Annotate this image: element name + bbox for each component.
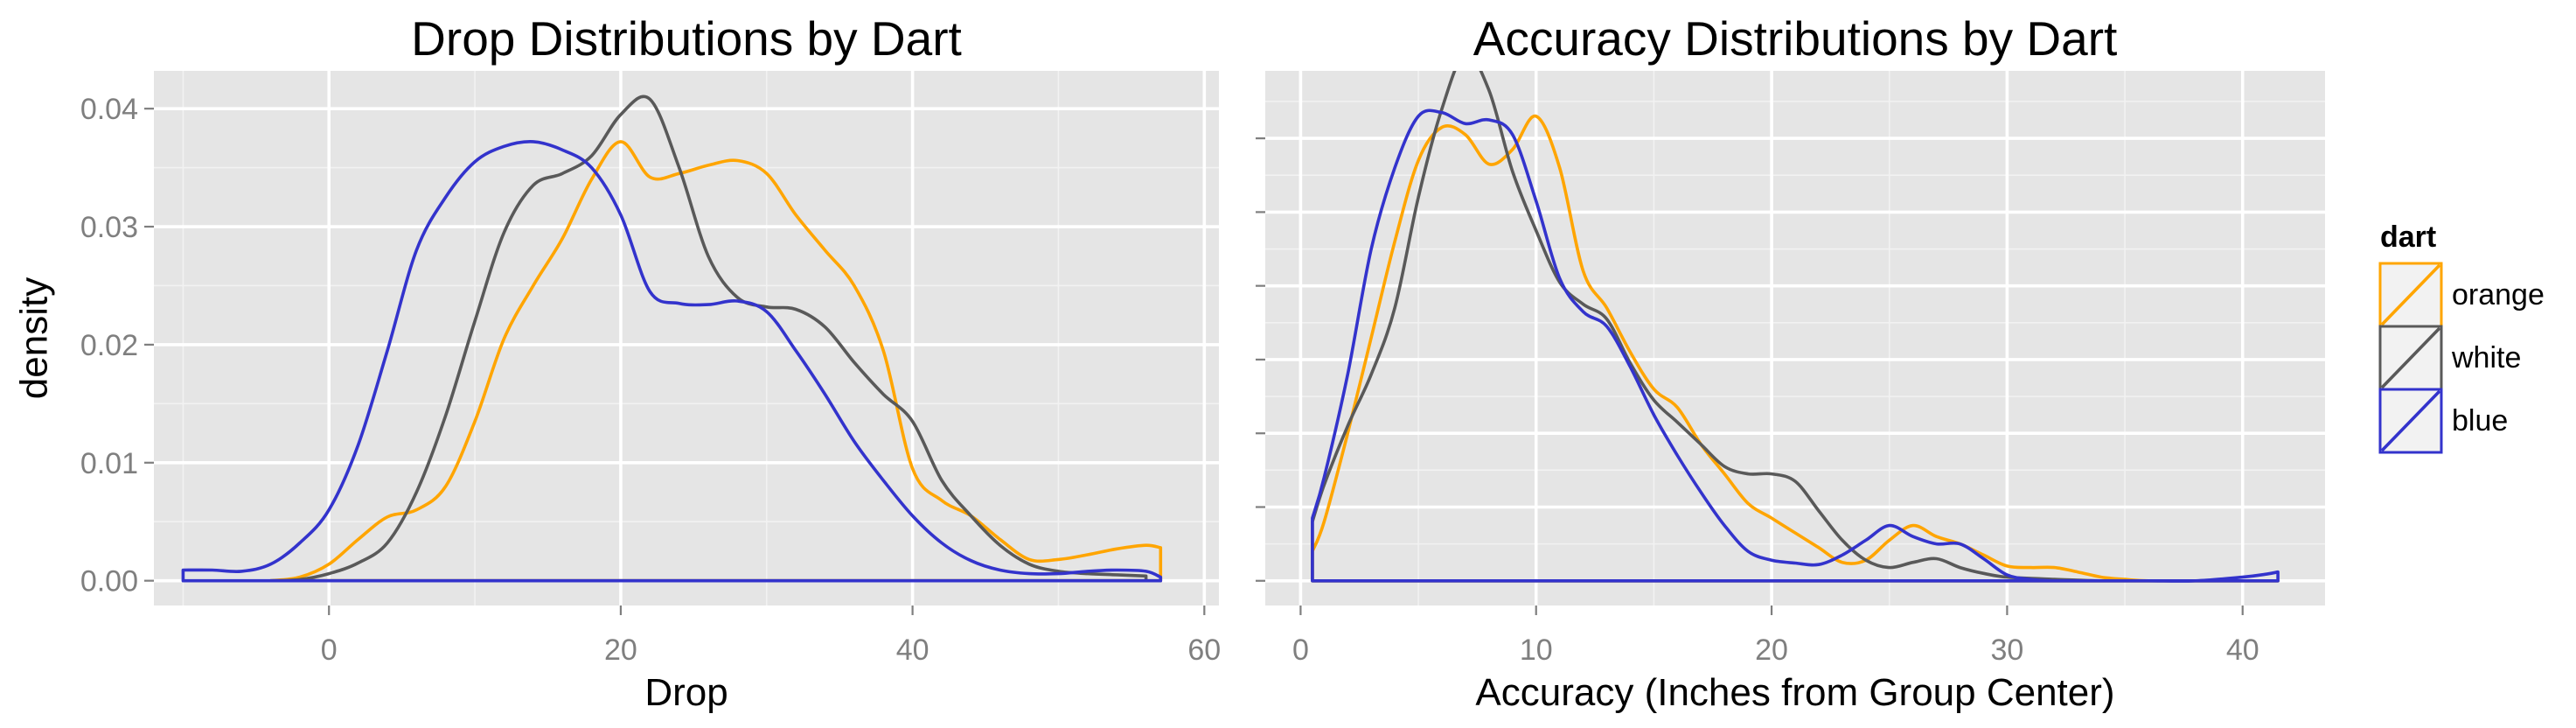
y-tick-label: 0.03 [80, 211, 138, 244]
density-curve-blue [181, 140, 1163, 583]
density-curve-orange [268, 140, 1163, 583]
curves [1311, 71, 2280, 583]
y-tick-label: 0.01 [80, 447, 138, 480]
x-axis-title: Accuracy (Inches from Group Center) [1475, 671, 2114, 714]
plot-title: Drop Distributions by Dart [411, 11, 962, 66]
y-axis-title: density [13, 277, 56, 399]
legend: dart orange white blue [2378, 220, 2545, 454]
x-tick-label: 60 [1187, 634, 1221, 667]
density-curve-white [1311, 71, 2280, 583]
drop-panel: 0 20 40 60 0.00 0.01 0.02 0.03 0.04 Drop Distribu… [13, 11, 1222, 714]
accuracy-panel: 0 10 20 30 40 Accuracy Distributions by Dart A… [1256, 11, 2325, 714]
y-tick-label: 0.00 [80, 565, 138, 598]
x-axis-title: Drop [644, 671, 728, 714]
y-tick-label: 0.02 [80, 329, 138, 362]
legend-item-white: white [2378, 325, 2521, 391]
panel-background [1265, 71, 2325, 606]
x-tick-label: 40 [2226, 634, 2259, 667]
legend-key-line [2380, 389, 2441, 452]
legend-label: orange [2452, 278, 2545, 312]
legend-item-blue: blue [2378, 388, 2508, 454]
density-curve-white [268, 94, 1148, 583]
legend-item-orange: orange [2378, 262, 2545, 328]
curves [181, 94, 1163, 583]
x-tick-label: 20 [1755, 634, 1788, 667]
legend-key-line [2380, 263, 2441, 326]
x-tick-label: 20 [604, 634, 637, 667]
x-tick-label: 30 [1990, 634, 2023, 667]
legend-key-line [2380, 326, 2441, 389]
x-tick-label: 40 [896, 634, 929, 667]
y-tick-label: 0.04 [80, 93, 138, 126]
legend-title: dart [2380, 220, 2436, 254]
panel-background [154, 71, 1219, 606]
x-tick-label: 0 [321, 634, 338, 667]
x-tick-label: 0 [1292, 634, 1309, 667]
density-curve-blue [1311, 108, 2280, 583]
plot-title: Accuracy Distributions by Dart [1473, 11, 2118, 66]
legend-label: blue [2452, 404, 2508, 438]
x-tick-label: 10 [1520, 634, 1553, 667]
legend-label: white [2451, 341, 2521, 374]
